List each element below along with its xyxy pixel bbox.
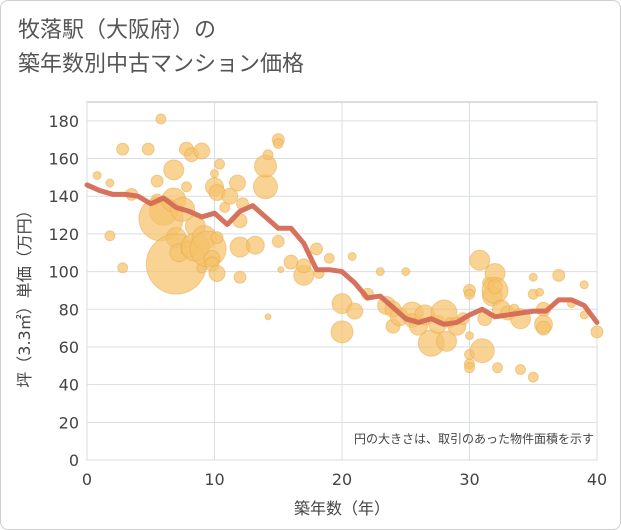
bubble-point: [208, 264, 226, 282]
y-tick-labels: 0 20 40 60 80 100 120 140 160 180: [48, 112, 79, 470]
x-tick-labels: 0 10 20 30 40: [82, 470, 607, 489]
bubble-point: [528, 272, 538, 282]
y-tick-label: 0: [69, 451, 79, 470]
bubble-point: [271, 234, 285, 248]
bubble-point: [210, 231, 224, 245]
y-tick-label: 20: [59, 413, 79, 432]
bubble-point: [233, 270, 247, 284]
bubble-point: [92, 170, 102, 180]
bubble-point: [492, 362, 504, 374]
y-tick-label: 160: [48, 150, 79, 169]
y-axis-label: 坪（3.3㎡）単価（万円）: [15, 202, 34, 387]
y-tick-label: 180: [48, 112, 79, 131]
bubble-point: [330, 320, 354, 344]
bubble-point: [277, 266, 285, 274]
bubble-point: [347, 252, 357, 262]
chart-title-line-2: 築年数別中古マンション価格: [18, 52, 305, 77]
bubble-point: [221, 187, 239, 205]
y-tick-label: 40: [59, 376, 79, 395]
bubble-point: [464, 288, 475, 300]
bubble-point: [180, 181, 192, 193]
bubble-point: [487, 279, 503, 295]
bubble-point: [436, 330, 458, 352]
bubble-point: [228, 174, 246, 192]
bubble-point: [116, 142, 130, 156]
bubble-point: [150, 174, 164, 188]
bubble-point: [464, 362, 475, 374]
bubble-point: [552, 268, 566, 282]
x-tick-label: 30: [459, 470, 479, 489]
chart-title: 牧落駅（大阪府）の 築年数別中古マンション価格: [18, 14, 304, 82]
bubble-point: [117, 262, 129, 274]
bubble-point: [323, 252, 335, 264]
bubble-point: [210, 169, 219, 179]
x-tick-label: 20: [332, 470, 352, 489]
bubble-point: [104, 230, 116, 242]
bubble-point: [465, 331, 474, 341]
y-tick-label: 60: [59, 338, 79, 357]
bubble-point: [535, 287, 545, 297]
x-tick-label: 10: [204, 470, 224, 489]
bubble-point: [515, 364, 526, 376]
x-axis-label: 築年数（年）: [294, 499, 390, 518]
bubble-point: [469, 338, 495, 364]
bubble-point: [401, 267, 411, 277]
bubble-point: [469, 249, 491, 271]
bubble-point: [214, 158, 226, 170]
bubble-point: [296, 258, 312, 274]
bubble-point: [262, 149, 274, 161]
x-tick-label: 40: [587, 470, 607, 489]
bubble-point: [283, 254, 299, 270]
bubble-point: [346, 302, 364, 320]
x-tick-label: 0: [82, 470, 92, 489]
bubble-point: [310, 242, 323, 256]
bubble-point: [155, 113, 167, 125]
bubble-point: [527, 371, 539, 383]
size-note: 円の大きさは、取引のあった物件面積を示す: [354, 431, 594, 446]
bubble-point: [193, 142, 211, 160]
bubble-point: [264, 313, 272, 321]
bubbles: [92, 113, 604, 383]
chart-title-line-1: 牧落駅（大阪府）の: [18, 18, 217, 43]
bubble-point: [245, 235, 265, 255]
bubble-point: [535, 320, 551, 336]
bubble-point: [253, 174, 278, 200]
y-tick-label: 100: [48, 263, 79, 282]
bubble-point: [163, 159, 185, 181]
bubble-point: [579, 280, 589, 290]
bubble-point: [590, 325, 604, 339]
bubble-point: [272, 137, 284, 149]
trend-line: [84, 182, 600, 327]
bubble-point: [141, 142, 155, 156]
y-tick-label: 80: [59, 300, 79, 319]
bubble-point: [105, 178, 115, 188]
y-tick-label: 120: [48, 225, 79, 244]
y-tick-label: 140: [48, 187, 79, 206]
bubble-point: [375, 267, 385, 277]
